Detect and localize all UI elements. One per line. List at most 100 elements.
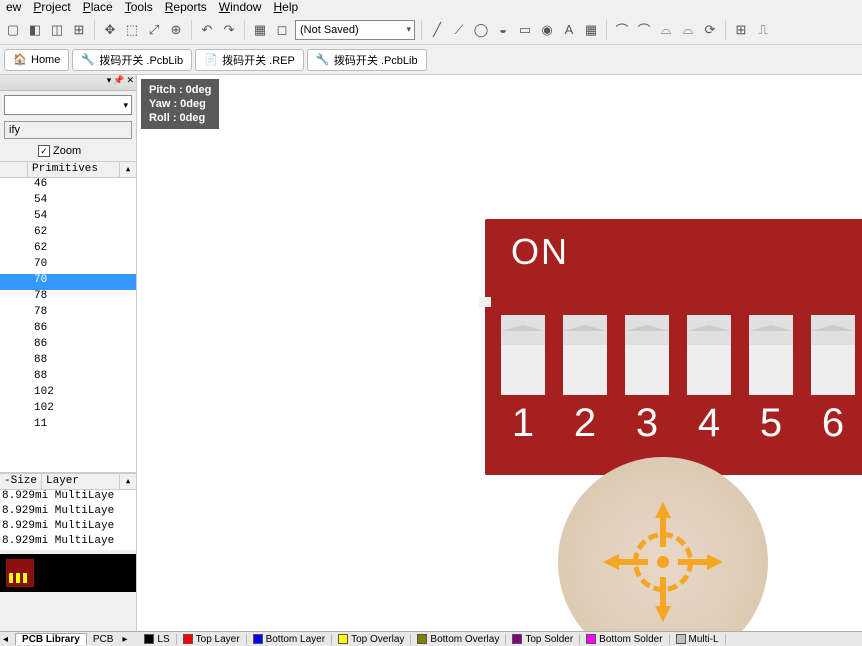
layer-tab[interactable]: Top Layer [177, 634, 247, 645]
list-item[interactable]: 11 [0, 418, 136, 434]
panel-pin-icon[interactable]: 📌 [113, 75, 124, 90]
layer-tab[interactable]: Bottom Solder [580, 634, 669, 645]
list-item[interactable]: 86 [0, 322, 136, 338]
list-item[interactable]: 86 [0, 338, 136, 354]
tb-icon[interactable]: ⬚ [123, 21, 141, 39]
tb-icon[interactable]: ⎍ [754, 21, 772, 39]
undo-icon[interactable]: ↶ [198, 21, 216, 39]
layer-tab[interactable]: Bottom Overlay [411, 634, 506, 645]
tb-icon[interactable]: ⌒ [635, 21, 653, 39]
layer-label: Top Overlay [351, 634, 404, 645]
side-button[interactable]: ify [4, 121, 132, 139]
list-item[interactable]: 54 [0, 194, 136, 210]
zoom-checkbox[interactable]: ✓ Zoom [38, 145, 132, 157]
tab-label: 拨码开关 .REP [222, 52, 295, 68]
dip-thumbnail[interactable] [6, 559, 34, 587]
list-item[interactable]: 62 [0, 242, 136, 258]
doc-tab[interactable]: 🔧拨码开关 .PcbLib [72, 49, 192, 71]
tb-icon[interactable]: ◒ [494, 21, 512, 39]
tab-pcb[interactable]: PCB [87, 634, 120, 645]
layer-tab[interactable]: Multi-L [670, 634, 726, 645]
tb-icon[interactable]: ⌒ [613, 21, 631, 39]
tb-icon[interactable]: ◧ [26, 21, 44, 39]
primitives-body[interactable]: 4654546262707078788686888810210211 [0, 178, 136, 472]
list-item[interactable]: 102 [0, 386, 136, 402]
canvas-3d-view[interactable]: Pitch : 0deg Yaw : 0deg Roll : 0deg ON 1… [137, 75, 862, 631]
tb-icon[interactable]: ⟳ [701, 21, 719, 39]
dip-switch-body: ON 12345678 [485, 219, 862, 475]
nav-left-icon[interactable] [603, 554, 619, 570]
list-item[interactable]: 88 [0, 370, 136, 386]
menu-reports[interactable]: Reports [165, 0, 207, 14]
tab-nav-right-icon[interactable]: ▸ [119, 634, 130, 645]
list-item[interactable]: 70 [0, 274, 136, 290]
list-item[interactable]: 78 [0, 306, 136, 322]
redo-icon[interactable]: ↷ [220, 21, 238, 39]
tb-icon[interactable]: ⟋ [450, 21, 468, 39]
menu-tools[interactable]: Tools [125, 0, 153, 14]
menu-place[interactable]: Place [83, 0, 113, 14]
panel-dropdown-icon[interactable]: ▾ [107, 75, 112, 90]
layer-tab[interactable]: LS [138, 634, 176, 645]
home-icon: 🏠 [13, 53, 27, 67]
doc-tab[interactable]: 🏠Home [4, 49, 69, 71]
grid-icon[interactable]: ▦ [251, 21, 269, 39]
tb-icon[interactable]: ▭ [516, 21, 534, 39]
menu-project[interactable]: Project [33, 0, 70, 14]
switch-slot [501, 315, 545, 395]
nav-right-icon[interactable] [707, 554, 723, 570]
list-item[interactable]: 102 [0, 402, 136, 418]
layer-swatch-icon [338, 634, 348, 644]
nav-up-icon[interactable] [655, 502, 671, 518]
line-icon[interactable]: ╱ [428, 21, 446, 39]
tb-icon[interactable]: ▢ [4, 21, 22, 39]
layer-tab[interactable]: Top Solder [506, 634, 580, 645]
doc-tab[interactable]: 📄拨码开关 .REP [195, 49, 304, 71]
layer-label: Multi-L [689, 634, 719, 645]
list-item[interactable]: 70 [0, 258, 136, 274]
list-item[interactable]: 8.929mi MultiLaye [0, 490, 136, 505]
tb-icon[interactable]: ⊕ [167, 21, 185, 39]
tb-icon[interactable]: ◫ [48, 21, 66, 39]
scroll-up-icon[interactable]: ▴ [120, 474, 136, 489]
list-item[interactable]: 62 [0, 226, 136, 242]
text-icon[interactable]: A [560, 21, 578, 39]
saved-state-combo[interactable]: (Not Saved) [295, 20, 415, 40]
tb-icon[interactable]: ◉ [538, 21, 556, 39]
tb-icon[interactable]: ▦ [582, 21, 600, 39]
menu-window[interactable]: Window [219, 0, 262, 14]
nav-disc[interactable] [558, 457, 768, 631]
panel-close-icon[interactable]: ✕ [126, 75, 134, 90]
tb-icon[interactable]: ◯ [472, 21, 490, 39]
tb-icon[interactable]: ◻ [273, 21, 291, 39]
list-item[interactable]: 88 [0, 354, 136, 370]
orientation-readout: Pitch : 0deg Yaw : 0deg Roll : 0deg [141, 79, 219, 129]
tb-icon[interactable]: ✥ [101, 21, 119, 39]
checkbox-icon: ✓ [38, 145, 50, 157]
side-combo[interactable] [4, 95, 132, 115]
tab-nav-left-icon[interactable]: ◂ [0, 634, 11, 645]
tb-icon[interactable]: ⊞ [70, 21, 88, 39]
tb-icon[interactable]: ⊞ [732, 21, 750, 39]
primitives-header[interactable]: Primitives [28, 162, 120, 177]
layer-tab[interactable]: Top Overlay [332, 634, 411, 645]
nav-down-icon[interactable] [655, 606, 671, 622]
col-size[interactable]: -Size [0, 474, 42, 489]
list-item[interactable]: 78 [0, 290, 136, 306]
tab-pcb-library[interactable]: PCB Library [15, 633, 87, 645]
tb-icon[interactable]: ⌓ [657, 21, 675, 39]
tb-icon[interactable]: ⌓ [679, 21, 697, 39]
menu-view[interactable]: ew [6, 0, 21, 14]
list-item[interactable]: 46 [0, 178, 136, 194]
list-item[interactable]: 8.929mi MultiLaye [0, 520, 136, 535]
menu-help[interactable]: Help [273, 0, 298, 14]
doc-tab[interactable]: 🔧拨码开关 .PcbLib [307, 49, 427, 71]
tb-icon[interactable]: ⤢ [145, 21, 163, 39]
layer-tab[interactable]: Bottom Layer [247, 634, 332, 645]
list-item[interactable]: 8.929mi MultiLaye [0, 535, 136, 550]
col-layer[interactable]: Layer [42, 474, 120, 489]
list-item[interactable]: 54 [0, 210, 136, 226]
list-item[interactable]: 8.929mi MultiLaye [0, 505, 136, 520]
switch-number: 2 [563, 401, 607, 446]
scroll-up-icon[interactable]: ▴ [120, 162, 136, 177]
